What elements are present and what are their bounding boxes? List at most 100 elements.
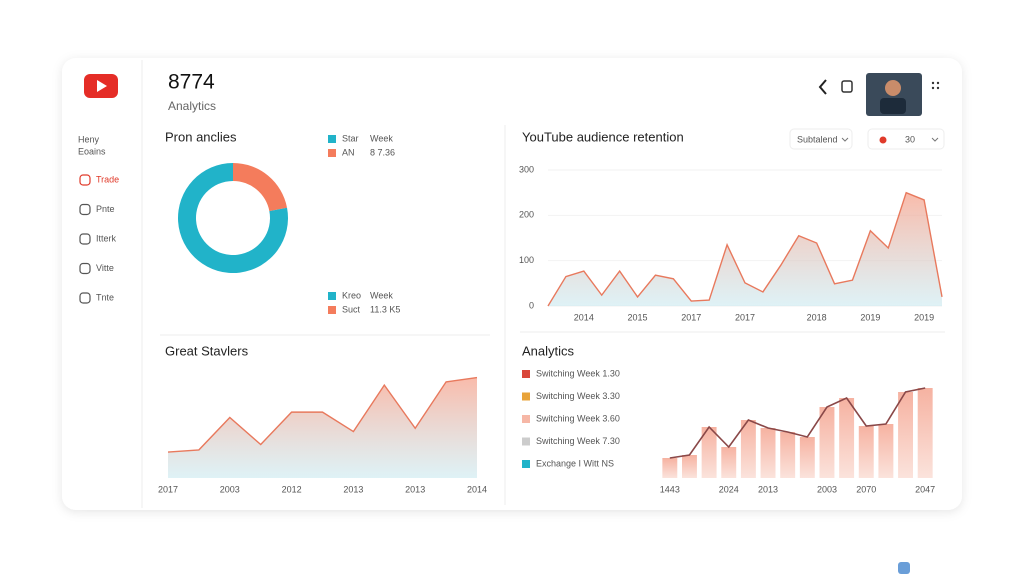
- back-button[interactable]: [818, 79, 827, 95]
- y-tick-label: 300: [519, 164, 534, 174]
- legend-swatch: [522, 460, 530, 468]
- legend-swatch: [328, 292, 336, 300]
- legend-swatch: [522, 415, 530, 423]
- x-tick-label: 2012: [282, 484, 302, 494]
- legend-label: Star: [342, 133, 359, 143]
- legend-label: AN: [342, 147, 355, 157]
- legend-swatch: [328, 306, 336, 314]
- x-tick-label: 2024: [719, 484, 739, 494]
- legend-label: Switching Week 3.60: [536, 413, 620, 423]
- y-tick-label: 200: [519, 210, 534, 220]
- legend-label: Switching Week 3.30: [536, 391, 620, 401]
- trend-line: [669, 387, 926, 459]
- donut-slice: [233, 163, 288, 212]
- dropdown[interactable]: [789, 128, 853, 150]
- nav-item[interactable]: Vitte: [96, 263, 114, 273]
- bar: [839, 398, 855, 478]
- x-tick-label: 1443: [660, 484, 680, 494]
- share-button[interactable]: [841, 80, 853, 93]
- nav-item[interactable]: Pnte: [96, 204, 115, 214]
- x-tick-label: 2013: [405, 484, 425, 494]
- legend-label: Switching Week 7.30: [536, 436, 620, 446]
- bar: [799, 437, 815, 478]
- panel-title: YouTube audience retention: [522, 129, 684, 144]
- legend-swatch: [522, 392, 530, 401]
- legend-label: Kreo: [342, 290, 361, 300]
- legend-swatch: [328, 149, 336, 157]
- x-tick-label: 2019: [914, 312, 934, 322]
- area-line: [167, 376, 478, 453]
- sidebar-heading: Eoains: [78, 146, 106, 156]
- charts: Pron anclies Star Week AN 8 7.36 Kreo Week Suct…: [158, 129, 943, 494]
- x-tick-label: 2017: [735, 312, 755, 322]
- x-tick-label: 2013: [343, 484, 363, 494]
- legend-swatch: [522, 437, 530, 446]
- nav-icon[interactable]: [79, 174, 91, 186]
- legend-note: 11.3 K5: [370, 304, 400, 314]
- bar: [760, 428, 776, 478]
- dropdown[interactable]: [867, 128, 945, 150]
- bar: [878, 424, 894, 478]
- y-tick-label: 0: [529, 300, 534, 310]
- legend-note: 8 7.36: [370, 147, 395, 157]
- area-line: [547, 191, 943, 307]
- dropdown-label: Subtalend: [797, 134, 838, 144]
- x-tick-label: 2003: [220, 484, 240, 494]
- nav-item[interactable]: Itterk: [96, 233, 117, 243]
- bar: [740, 420, 756, 478]
- nav-icon[interactable]: [79, 233, 91, 245]
- legend-swatch: [328, 135, 336, 143]
- x-tick-label: 2018: [807, 312, 827, 322]
- dashboard-card: [62, 58, 962, 510]
- x-tick-label: 2014: [574, 312, 594, 322]
- y-tick-label: 100: [519, 255, 534, 265]
- legend-label: Switching Week 1.30: [536, 368, 620, 378]
- avatar-body: [880, 98, 906, 114]
- sidebar-nav: Trade Pnte Itterk Vitte Tnte: [79, 174, 119, 304]
- x-tick-label: 2070: [856, 484, 876, 494]
- x-tick-label: 2017: [158, 484, 178, 494]
- legend-swatch: [522, 370, 530, 378]
- panel-title: Analytics: [522, 343, 575, 358]
- avatar-face: [885, 80, 901, 96]
- bar: [819, 407, 835, 478]
- legend-note: Week: [370, 290, 393, 300]
- x-tick-label: 2014: [467, 484, 487, 494]
- badge-icon: [898, 562, 910, 574]
- dropdown-caret: [931, 137, 939, 142]
- x-tick-label: 2015: [628, 312, 648, 322]
- panel-title: Pron anclies: [165, 129, 237, 144]
- donut-slice: [177, 163, 288, 273]
- x-tick-label: 2019: [860, 312, 880, 322]
- x-tick-label: 2017: [681, 312, 701, 322]
- dropdown-label: 30: [905, 134, 915, 144]
- dropdown-icon: [879, 136, 887, 144]
- menu-button[interactable]: [931, 81, 940, 90]
- area-fill: [168, 377, 477, 478]
- nav-item[interactable]: Trade: [96, 174, 119, 184]
- legend-label: Exchange I Witt NS: [536, 458, 614, 468]
- nav-icon[interactable]: [79, 292, 91, 304]
- header-title: 8774: [168, 71, 215, 94]
- logo-play: [97, 80, 107, 92]
- nav-item[interactable]: Tnte: [96, 292, 114, 302]
- nav-icon[interactable]: [79, 203, 91, 216]
- bar: [701, 427, 717, 478]
- x-tick-label: 2013: [758, 484, 778, 494]
- legend-note: Week: [370, 133, 393, 143]
- legend-label: Suct: [342, 304, 361, 314]
- bar: [721, 447, 737, 478]
- bar: [858, 426, 874, 478]
- panel-title: Great Stavlers: [165, 343, 249, 358]
- bar: [780, 432, 796, 478]
- x-tick-label: 2003: [817, 484, 837, 494]
- header-subtitle: Analytics: [168, 99, 216, 113]
- nav-icon[interactable]: [79, 262, 91, 275]
- bar: [662, 458, 678, 478]
- sidebar-heading: Heny: [78, 134, 100, 144]
- bar: [917, 388, 933, 478]
- bar: [682, 455, 697, 478]
- dropdown-caret: [841, 137, 849, 142]
- bar: [898, 392, 913, 478]
